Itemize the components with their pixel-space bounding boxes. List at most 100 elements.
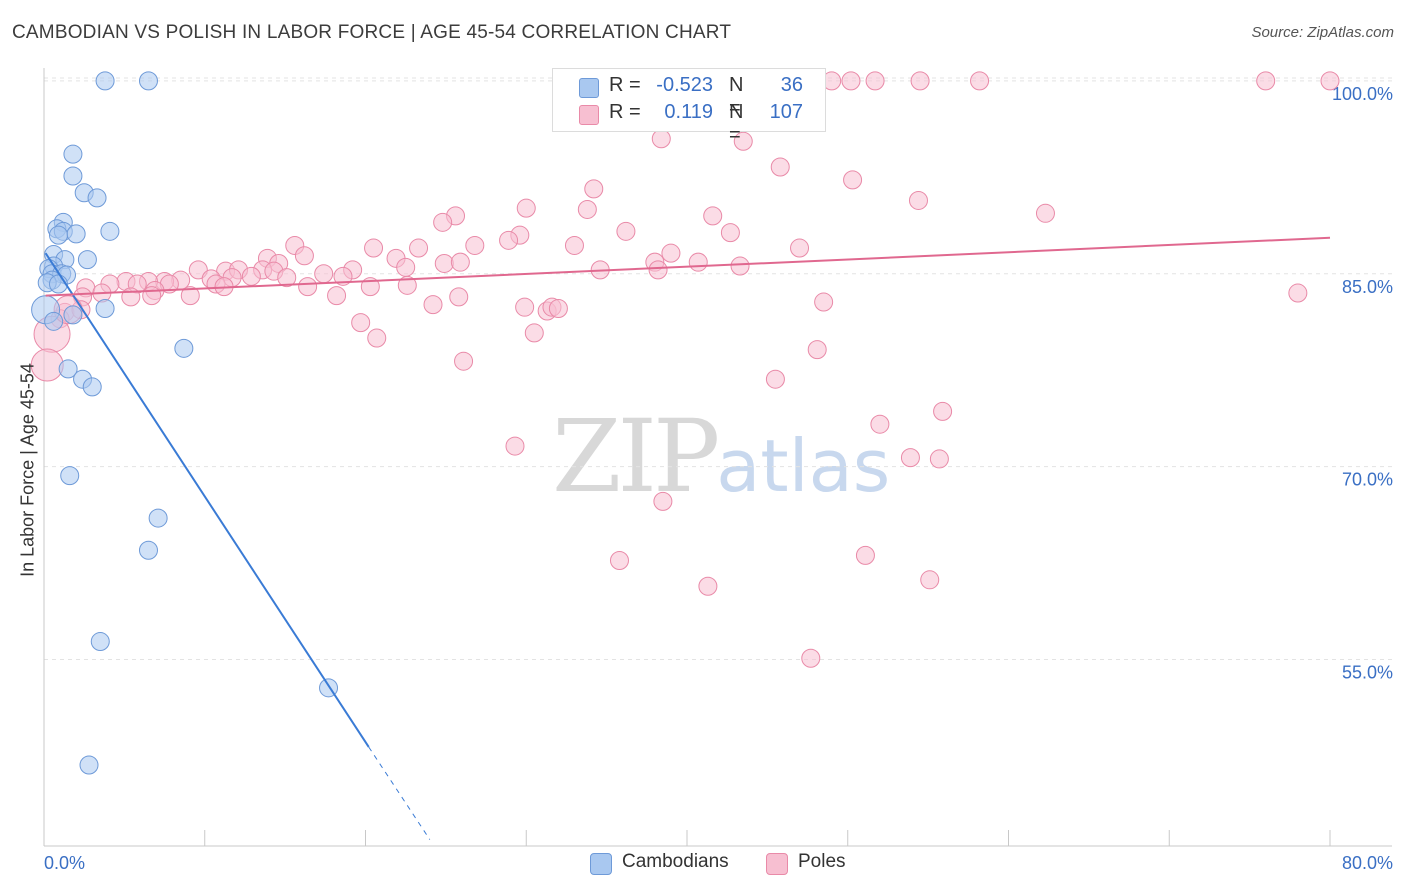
legend-swatch-cambodians	[579, 78, 599, 98]
poles-point	[908, 190, 928, 210]
y-tick-label: 100.0%	[1332, 84, 1393, 104]
poles-point	[814, 292, 834, 312]
poles-point	[1288, 283, 1308, 303]
poles-point	[900, 448, 920, 468]
y-tick-label: 70.0%	[1342, 470, 1393, 490]
cambodian-point	[77, 250, 97, 270]
cambodian-point	[66, 224, 86, 244]
cambodian-point	[63, 166, 83, 186]
poles-point	[807, 340, 827, 360]
poles-point	[661, 243, 681, 263]
poles-point	[933, 401, 953, 421]
poles-point	[465, 235, 485, 255]
poles-point	[970, 71, 990, 91]
poles-point	[450, 252, 470, 272]
poles-point	[333, 266, 353, 286]
poles-point	[616, 221, 636, 241]
cambodian-point	[95, 71, 115, 91]
poles-point	[433, 212, 453, 232]
cambodian-point	[174, 338, 194, 358]
x-tick-label: 80.0%	[1342, 853, 1393, 873]
poles-point	[688, 252, 708, 272]
cambodian-point	[87, 188, 107, 208]
poles-point	[277, 268, 297, 288]
poles-point	[843, 170, 863, 190]
poles-point	[790, 238, 810, 258]
poles-point	[454, 351, 474, 371]
poles-point	[855, 545, 875, 565]
cambodian-point	[58, 359, 78, 379]
poles-point	[241, 266, 261, 286]
chart-title: CAMBODIAN VS POLISH IN LABOR FORCE | AGE…	[12, 22, 732, 43]
poles-point	[651, 129, 671, 149]
watermark-atlas: atlas	[716, 424, 891, 508]
poles-point	[698, 576, 718, 596]
poles-point	[423, 295, 443, 315]
poles-point	[505, 436, 525, 456]
poles-point	[841, 71, 861, 91]
poles-point	[396, 257, 416, 277]
poles-trend-line	[45, 236, 1331, 297]
poles-point	[653, 491, 673, 511]
poles-point	[298, 277, 318, 297]
legend-n-value: 107	[769, 101, 803, 123]
series-swatch-poles	[766, 853, 788, 875]
poles-point	[564, 235, 584, 255]
cambodian-point	[82, 377, 102, 397]
source-label: Source: ZipAtlas.com	[1251, 24, 1394, 41]
poles-point	[730, 256, 750, 276]
legend-r-label: R =	[609, 101, 641, 123]
poles-point	[499, 230, 519, 250]
poles-point	[351, 313, 371, 333]
legend-n-value: 36	[780, 74, 803, 96]
y-tick-label: 85.0%	[1342, 277, 1393, 297]
poles-point	[516, 198, 536, 218]
poles-point	[609, 551, 629, 571]
cambodian-point	[100, 221, 120, 241]
cambodian-point	[48, 225, 68, 245]
poles-point	[327, 286, 347, 306]
legend-r-label: R =	[609, 74, 641, 96]
poles-point	[1035, 203, 1055, 223]
poles-point	[648, 260, 668, 280]
poles-point	[910, 71, 930, 91]
poles-point	[434, 253, 454, 273]
poles-point	[142, 286, 162, 306]
poles-point	[929, 449, 949, 469]
poles-point	[548, 298, 568, 318]
cambodian-trend-extension	[368, 746, 431, 840]
poles-point	[870, 414, 890, 434]
poles-point	[367, 328, 387, 348]
cambodian-point	[138, 540, 158, 560]
x-tick-label: 0.0%	[44, 853, 85, 873]
poles-point	[515, 297, 535, 317]
cambodian-point	[63, 305, 83, 325]
series-label-poles: Poles	[798, 851, 846, 872]
poles-point	[180, 286, 200, 306]
legend-swatch-poles	[579, 105, 599, 125]
poles-point	[733, 131, 753, 151]
legend-n-label: N =	[729, 74, 744, 119]
poles-point	[294, 246, 314, 266]
cambodian-point	[60, 466, 80, 486]
poles-point	[920, 570, 940, 590]
poles-point	[801, 648, 821, 668]
legend-n-label: N =	[729, 101, 744, 146]
y-axis-label: In Labor Force | Age 45-54	[17, 363, 38, 577]
cambodian-trend-line	[44, 252, 370, 748]
series-swatch-cambodians	[590, 853, 612, 875]
poles-point	[765, 369, 785, 389]
y-tick-label: 55.0%	[1342, 663, 1393, 683]
cambodian-point	[79, 755, 99, 775]
cambodian-point	[138, 71, 158, 91]
cambodian-point	[63, 144, 83, 164]
poles-point	[577, 199, 597, 219]
watermark: ZIPatlas	[552, 398, 890, 515]
poles-point	[449, 287, 469, 307]
poles-point	[720, 223, 740, 243]
legend-r-value: 0.119	[664, 101, 713, 123]
cambodian-point	[90, 632, 110, 652]
cambodian-point	[148, 508, 168, 528]
poles-point	[584, 179, 604, 199]
